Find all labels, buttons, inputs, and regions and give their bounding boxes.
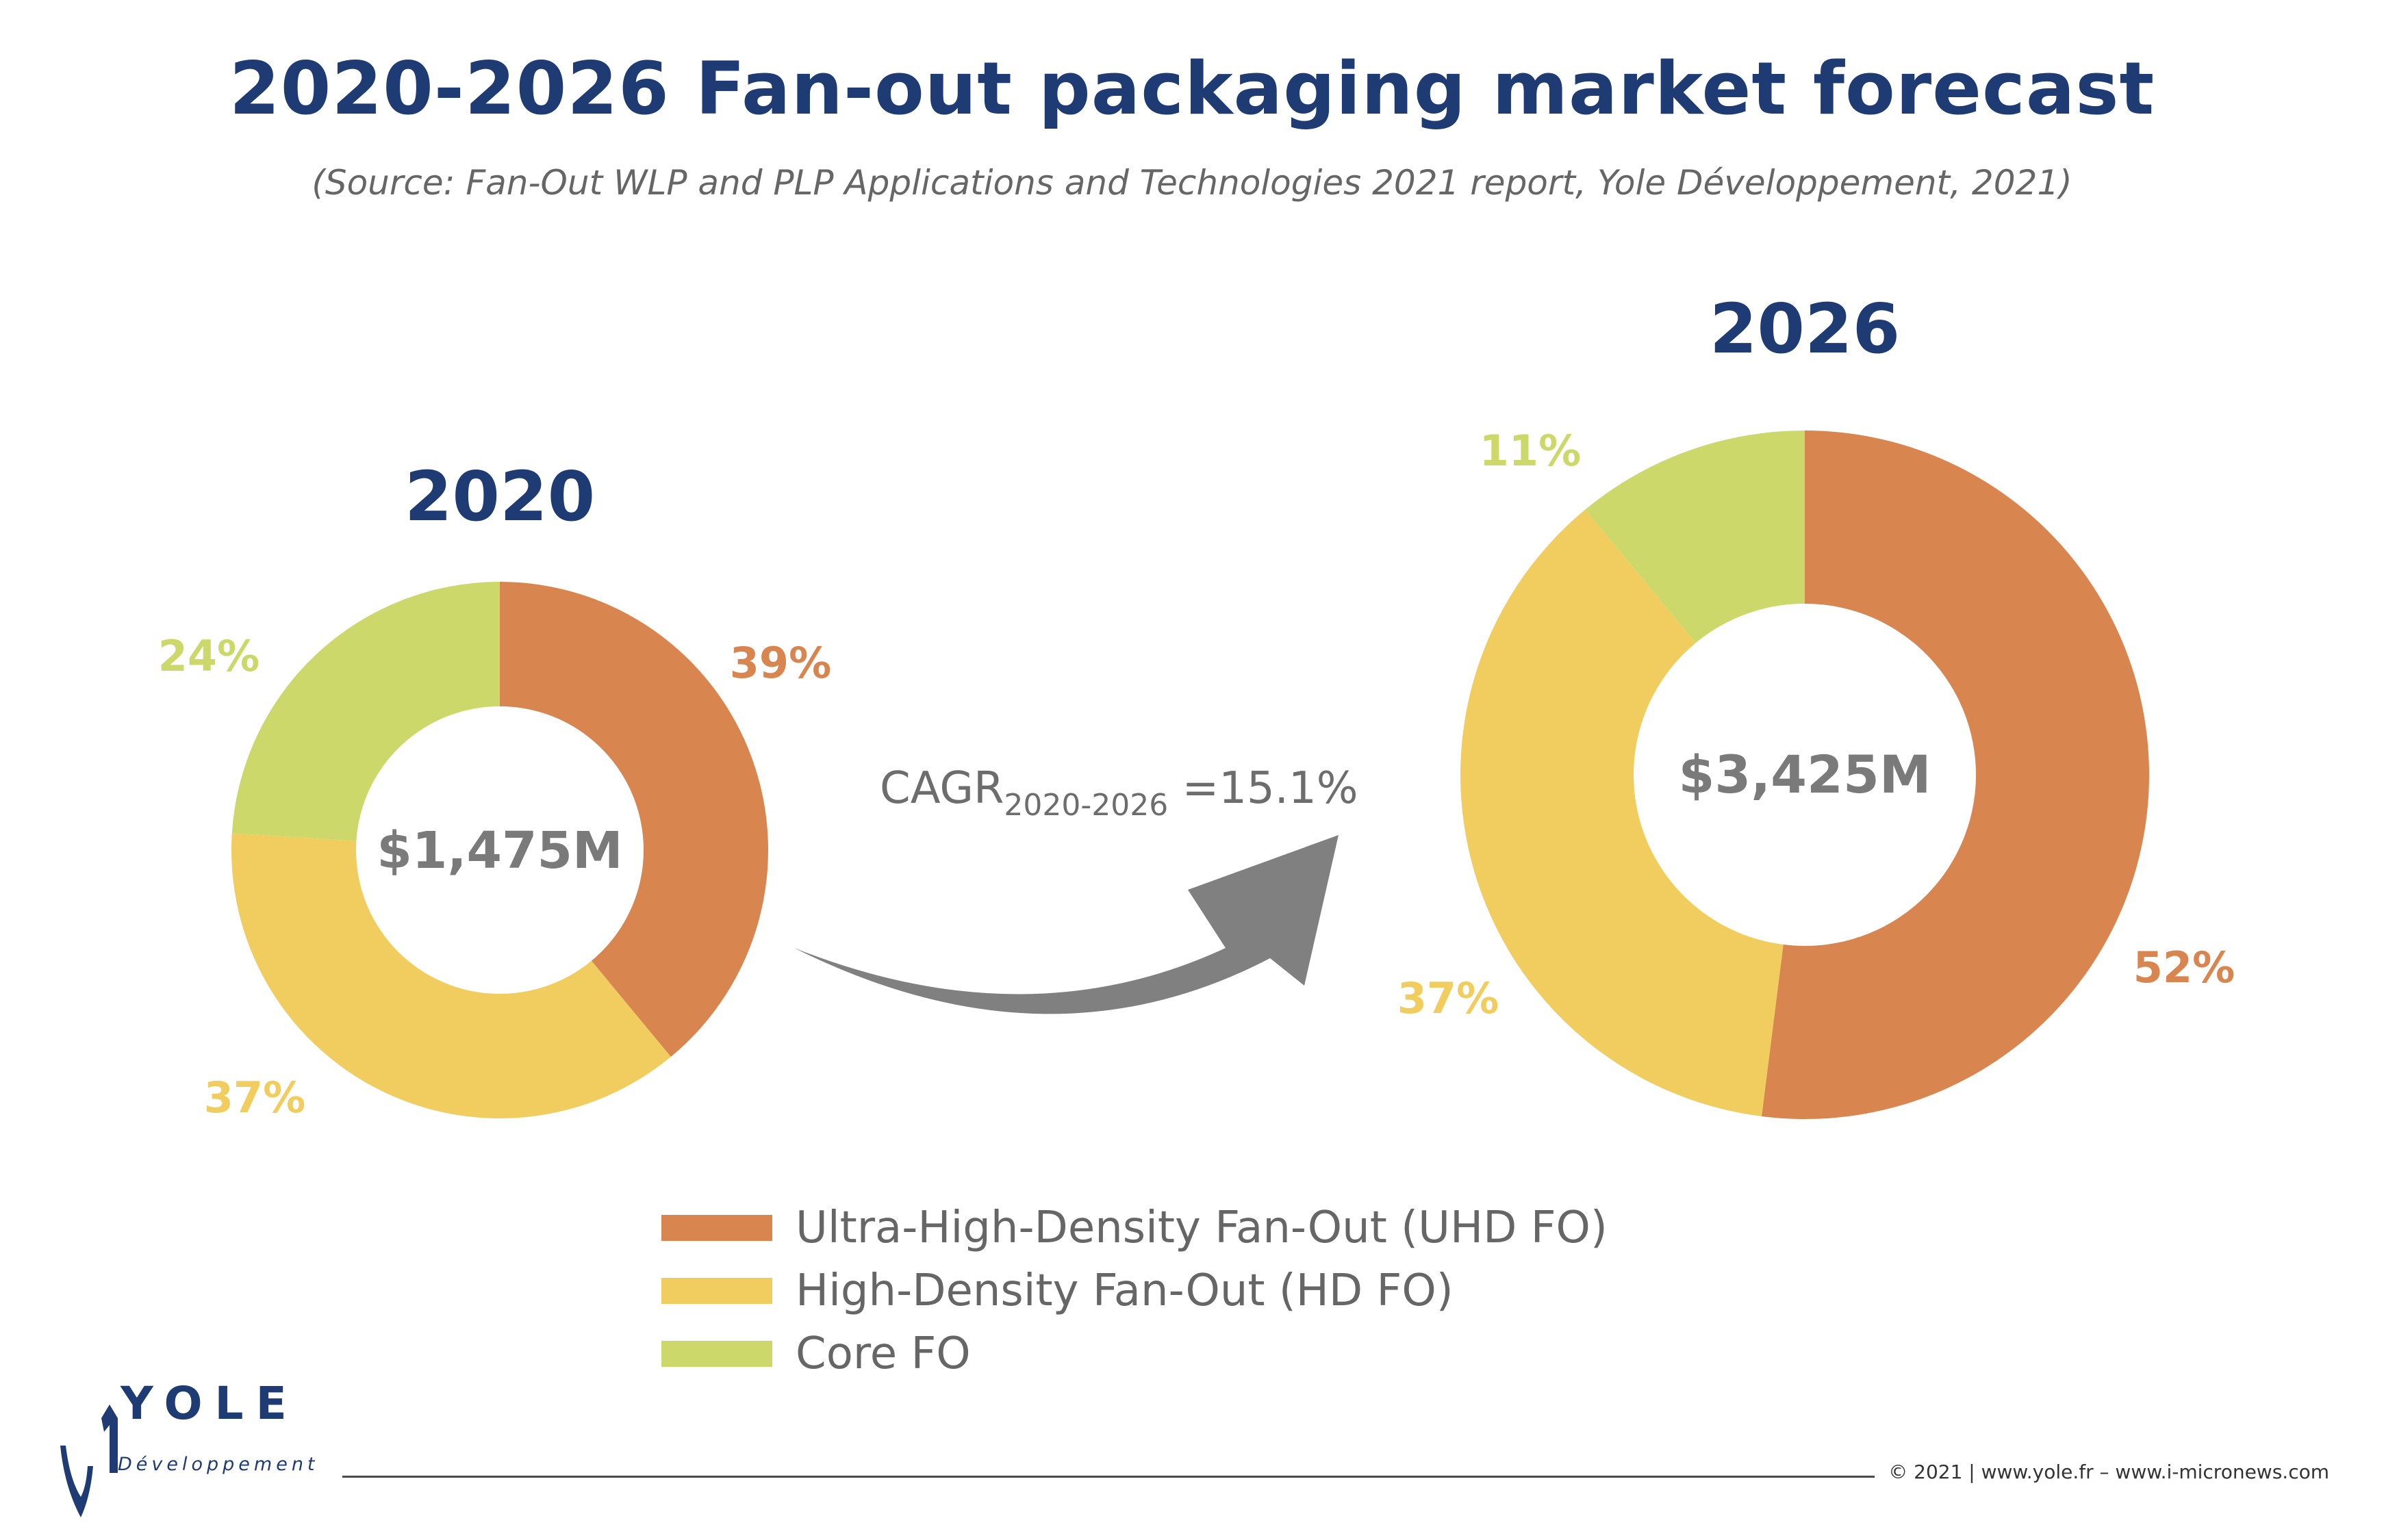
donut-slice: [231, 833, 671, 1118]
donut-center-total: $1,475M: [377, 821, 622, 880]
donut-slice: [231, 582, 500, 841]
legend-swatch: [661, 1278, 772, 1304]
legend-label: High-Density Fan-Out (HD FO): [796, 1266, 1454, 1316]
donut-slice: [1585, 431, 1805, 643]
cagr-value: =15.1%: [1182, 763, 1358, 814]
donut-title: 2020: [405, 457, 595, 537]
legend-item: Core FO: [661, 1322, 1608, 1385]
donut-slice: [500, 582, 768, 1057]
legend-swatch: [661, 1215, 772, 1241]
donut-chart-2020: 39% 37% 24% 2020 $1,475M: [158, 457, 831, 1122]
cagr-arrow-shape: [794, 835, 1339, 1014]
slice-percent-label: 52%: [2133, 942, 2235, 992]
donut-center-total: $3,425M: [1679, 744, 1931, 805]
legend-item: Ultra-High-Density Fan-Out (UHD FO): [661, 1196, 1608, 1259]
legend-label: Ultra-High-Density Fan-Out (UHD FO): [796, 1203, 1608, 1253]
donut-slice: [1761, 431, 2149, 1119]
cagr-arrow: [794, 835, 1339, 1014]
cagr-annotation: CAGR2020-2026 =15.1%: [880, 763, 1358, 823]
cagr-period: 2020-2026: [1004, 788, 1169, 823]
donut-title: 2026: [1710, 289, 1900, 369]
yole-logo: YOLE Développement: [60, 1377, 348, 1521]
cagr-label: CAGR: [880, 763, 1004, 814]
footer-divider: [342, 1476, 1875, 1478]
slice-percent-label: 37%: [1397, 973, 1499, 1023]
chart-title: 2020-2026 Fan-out packaging market forec…: [229, 47, 2155, 131]
slice-percent-label: 11%: [1480, 426, 1581, 476]
slice-percent-label: 37%: [204, 1073, 305, 1122]
chart-subtitle: (Source: Fan-Out WLP and PLP Application…: [312, 163, 2072, 203]
legend-label: Core FO: [796, 1329, 971, 1379]
legend-swatch: [661, 1341, 772, 1367]
footer-copyright: © 2021 | www.yole.fr – www.i-micronews.c…: [1888, 1461, 2329, 1483]
slice-percent-label: 39%: [730, 638, 831, 688]
legend-item: High-Density Fan-Out (HD FO): [661, 1259, 1608, 1322]
legend: Ultra-High-Density Fan-Out (UHD FO) High-…: [661, 1196, 1608, 1385]
donut-slice: [1460, 509, 1784, 1117]
logo-word: YOLE: [121, 1377, 299, 1430]
donut-chart-2026: 52% 37% 11% 2026 $3,425M: [1397, 289, 2235, 1119]
logo-subtitle: Développement: [118, 1454, 319, 1475]
logo-mark: [60, 1404, 118, 1517]
slice-percent-label: 24%: [158, 631, 259, 681]
